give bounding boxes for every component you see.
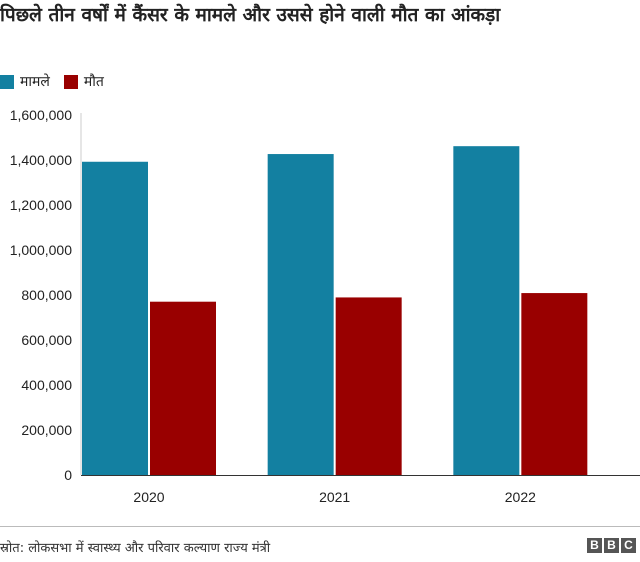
y-tick-label: 400,000 <box>21 377 72 393</box>
y-tick-label: 1,400,000 <box>10 152 72 168</box>
logo-letter: B <box>587 538 602 553</box>
bar-cases-2021 <box>267 154 334 475</box>
x-tick-label: 2022 <box>505 489 536 505</box>
legend-item-deaths: मौत <box>63 72 104 91</box>
y-tick-label: 1,000,000 <box>10 242 72 258</box>
y-tick-label: 600,000 <box>21 332 72 348</box>
legend: मामले मौत <box>0 72 118 91</box>
x-tick-label: 2021 <box>319 489 350 505</box>
logo-letter: C <box>621 538 636 553</box>
x-tick-label: 2020 <box>133 489 164 505</box>
y-tick-label: 200,000 <box>21 422 72 438</box>
y-tick-label: 1,200,000 <box>10 197 72 213</box>
bbc-logo: B B C <box>587 538 636 553</box>
y-tick-label: 800,000 <box>21 287 72 303</box>
chart-title: पिछले तीन वर्षों में कैंसर के मामले और उ… <box>0 4 501 26</box>
bar-deaths-2021 <box>335 297 402 475</box>
legend-item-cases: मामले <box>0 72 50 91</box>
source-note: स्रोत: लोकसभा में स्वास्थ्य और परिवार कल… <box>0 541 271 556</box>
y-tick-label: 0 <box>64 467 72 483</box>
footer-divider <box>0 526 640 527</box>
bar-chart: 0 200,000 400,000 600,000 800,000 1,000,000 1,… <box>10 107 640 505</box>
y-tick-label: 1,600,000 <box>10 107 72 123</box>
logo-letter: B <box>604 538 619 553</box>
bar-deaths-2022 <box>521 293 588 475</box>
legend-swatch-deaths <box>63 74 78 89</box>
bar-deaths-2020 <box>150 301 216 475</box>
legend-swatch-cases <box>0 74 14 89</box>
bar-cases-2020 <box>82 161 148 476</box>
legend-label-cases: मामले <box>20 74 50 90</box>
legend-label-deaths: मौत <box>83 74 104 90</box>
bar-cases-2022 <box>453 146 520 475</box>
